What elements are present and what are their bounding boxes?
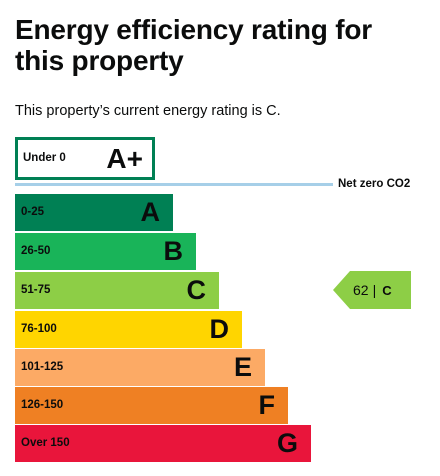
band-range-label: 76-100 [21, 323, 57, 335]
current-separator: | [372, 282, 377, 298]
page-title: Energy efficiency rating for this proper… [15, 14, 372, 76]
band-letter: E [233, 352, 252, 382]
rating-band-b: 26-50 B [15, 233, 196, 270]
band-range-label: Over 150 [21, 437, 70, 449]
band-range-label: 51-75 [21, 284, 51, 296]
rating-band-a: 0-25 A [15, 194, 173, 231]
band-letter: G [276, 428, 298, 458]
net-zero-line [15, 183, 333, 186]
band-range-label: Under 0 [23, 152, 66, 164]
rating-band-e: 101-125 E [15, 349, 265, 386]
rating-band-d: 76-100 D [15, 311, 242, 348]
band-letter: B [163, 236, 184, 266]
band-range-label: 101-125 [21, 361, 64, 373]
rating-band-c: 51-75 C [15, 272, 219, 309]
net-zero-label: Net zero CO2 [338, 178, 411, 190]
band-range-label: 126-150 [21, 399, 64, 411]
band-letter: D [209, 314, 230, 344]
band-letter: A+ [106, 143, 143, 174]
current-score: 62 [353, 282, 369, 298]
band-range-label: 26-50 [21, 245, 51, 257]
current-rating-summary: This property’s current energy rating is… [15, 103, 281, 119]
rating-band-g: Over 150 G [15, 425, 311, 462]
current-letter: C [382, 283, 392, 298]
current-rating-text: 62 | C [353, 281, 392, 300]
rating-band-f: 126-150 F [15, 387, 288, 424]
band-letter: C [186, 275, 207, 305]
band-letter: A [140, 197, 161, 227]
band-letter: F [258, 390, 276, 420]
band-range-label: 0-25 [21, 206, 45, 218]
current-rating-marker: 62 | C [333, 271, 411, 309]
rating-band-a-plus: Under 0 A+ [15, 137, 155, 180]
